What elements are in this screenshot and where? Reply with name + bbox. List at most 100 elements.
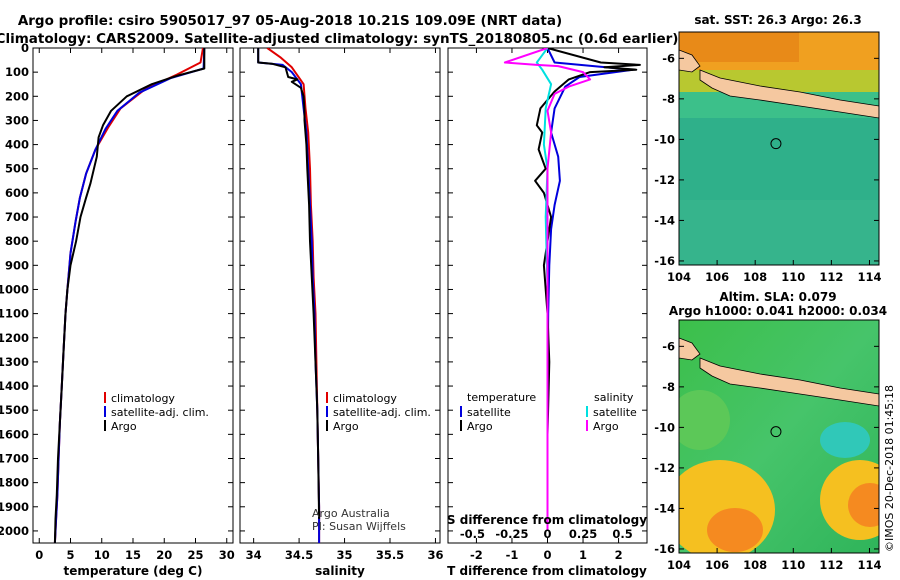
sumatra-landmass: [679, 49, 701, 73]
title-line2: Climatology: CARS2009. Satellite-adjuste…: [0, 31, 678, 47]
salinity-x-axis: 34 34.5 35 35.5 36: [246, 48, 443, 562]
annotation-pi: PI: Susan Wijffels: [312, 520, 406, 533]
x-tick-label: 1: [579, 548, 587, 562]
x-tick-label: 36: [427, 548, 443, 562]
legend-title-salinity: salinity: [594, 391, 634, 404]
series-line-t-satellite: [546, 48, 634, 531]
title-line1: Argo profile: csiro 5905017_97 05-Aug-20…: [18, 13, 562, 29]
x-tick-label: 34: [246, 548, 262, 562]
x-tick-label: 0: [35, 548, 43, 562]
legend-label-argo: Argo: [111, 420, 137, 433]
sst-map-title: sat. SST: 26.3 Argo: 26.3: [694, 13, 861, 27]
difference-legend: temperature satellite Argo salinity sate…: [460, 391, 637, 433]
annotation-argo-australia: Argo Australia: [312, 507, 390, 520]
x-tick-label: 30: [219, 548, 235, 562]
depth-tick-label: 1700: [0, 451, 29, 465]
sla-map-frame: [678, 319, 880, 554]
legend-label-satellite: satellite-adj. clim.: [111, 406, 209, 419]
imos-stamp: ©IMOS 20-Dec-2018 01:45:18: [883, 385, 896, 552]
legend-swatch-s-satellite: [586, 406, 588, 417]
series-line-argo: [53, 48, 206, 543]
series-line-s-argo: [503, 48, 592, 531]
depth-tick-label: 1300: [0, 355, 29, 369]
depth-tick-label: 1600: [0, 427, 29, 441]
map-y-tick-label: -16: [654, 254, 675, 268]
difference-xlabel: T difference from climatology: [447, 564, 647, 578]
x2-tick-label: 0.25: [569, 527, 597, 541]
depth-tick-label: 400: [5, 138, 29, 152]
x-tick-label: 25: [187, 548, 203, 562]
legend-swatch-argo: [104, 420, 106, 431]
depth-tick-label: 600: [5, 186, 29, 200]
map-x-tick-label: 110: [781, 558, 805, 572]
sst-map-axes: 104 106 108 110 112 114 -6 -8 -10 -12 -14 -16: [654, 51, 881, 284]
legend-label-s-satellite: satellite: [593, 406, 637, 419]
temperature-legend: climatology satellite-adj. clim. Argo: [104, 392, 209, 433]
depth-tick-label: 2000: [0, 524, 29, 538]
map-y-tick-label: -12: [654, 461, 675, 475]
map-x-tick-label: 108: [743, 270, 767, 284]
x2-tick-label: 0: [543, 527, 551, 541]
legend-swatch-climatology: [104, 392, 106, 403]
map-x-tick-label: 112: [819, 558, 843, 572]
x2-tick-label: -0.25: [495, 527, 528, 541]
x-tick-label: -1: [506, 548, 519, 562]
depth-tick-label: 1800: [0, 476, 29, 490]
depth-tick-label: 1400: [0, 379, 29, 393]
depth-tick-label: 500: [5, 162, 29, 176]
depth-tick-label: 1500: [0, 403, 29, 417]
temperature-xlabel: temperature (deg C): [64, 564, 203, 578]
depth-tick-label: 1200: [0, 331, 29, 345]
legend-label-s-argo: Argo: [593, 420, 619, 433]
sla-map-title2: Argo h1000: 0.041 h2000: 0.034: [669, 304, 887, 318]
sla-map: Altim. SLA: 0.079 Argo h1000: 0.041 h200…: [654, 290, 887, 572]
x-tick-label: 5: [66, 548, 74, 562]
sla-peak-southwest: [707, 508, 763, 552]
legend-label-climatology: climatology: [111, 392, 175, 405]
x2-tick-label: -0.5: [460, 527, 485, 541]
legend-label-argo: Argo: [333, 420, 359, 433]
legend-swatch-argo: [326, 420, 328, 431]
sumatra-landmass: [679, 337, 701, 361]
map-x-tick-label: 108: [743, 558, 767, 572]
series-line-argo: [257, 48, 321, 519]
difference-series: [503, 48, 641, 531]
depth-tick-label: 100: [5, 65, 29, 79]
legend-label-t-argo: Argo: [467, 420, 493, 433]
map-x-tick-label: 110: [781, 270, 805, 284]
map-y-tick-label: -10: [654, 420, 675, 434]
x-tick-label: 35: [337, 548, 353, 562]
x-tick-label: 34.5: [285, 548, 313, 562]
sst-map: sat. SST: 26.3 Argo: 26.3 104 106 108 110 11…: [654, 13, 881, 284]
x-tick-label: 2: [615, 548, 623, 562]
sst-map-frame: [678, 31, 880, 266]
temperature-series: [53, 48, 206, 543]
depth-tick-label: 900: [5, 258, 29, 272]
depth-axis: 0 100 200 300 400 500 600 700 800 900 1000 1100 1200…: [0, 41, 233, 538]
map-x-tick-label: 104: [667, 270, 691, 284]
salinity-panel: 34 34.5 35 35.5 36 salinity climatology sate…: [239, 47, 443, 578]
map-x-tick-label: 114: [857, 270, 881, 284]
sla-peak-southeast: [848, 483, 879, 527]
sst-south: [679, 200, 879, 265]
map-y-tick-label: -8: [662, 380, 675, 394]
map-y-tick-label: -8: [662, 92, 675, 106]
depth-tick-label: 700: [5, 210, 29, 224]
java-landmass: [699, 69, 879, 119]
salinity-difference-ticks: -0.5 -0.25 0 0.25 0.5: [460, 527, 633, 541]
legend-swatch-t-satellite: [460, 406, 462, 417]
sla-map-title1: Altim. SLA: 0.079: [719, 290, 836, 304]
difference-depth-ticks: [448, 47, 647, 532]
salinity-plot-frame: [239, 47, 441, 544]
sla-map-axes: 104 106 108 110 112 114 -6 -8 -10 -12 -14 -16: [654, 339, 881, 572]
legend-label-satellite: satellite-adj. clim.: [333, 406, 431, 419]
salinity-series: [257, 48, 321, 543]
legend-label-climatology: climatology: [333, 392, 397, 405]
map-y-tick-label: -16: [654, 542, 675, 556]
map-y-tick-label: -6: [662, 339, 675, 353]
x-tick-label: -2: [470, 548, 483, 562]
sla-low-east: [820, 422, 870, 458]
legend-swatch-satellite: [326, 406, 328, 417]
map-x-tick-label: 114: [857, 558, 881, 572]
legend-swatch-s-argo: [586, 420, 588, 431]
